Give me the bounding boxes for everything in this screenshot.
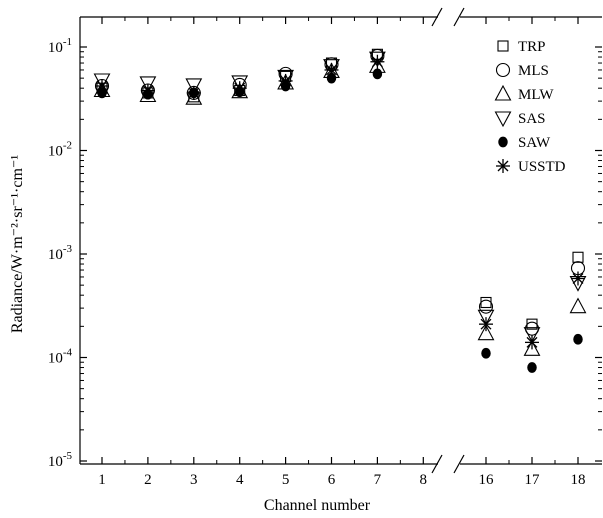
data-point-usstd bbox=[186, 85, 201, 100]
x-tick-label: 17 bbox=[525, 472, 541, 488]
data-point-usstd bbox=[232, 81, 247, 96]
x-tick-label: 1 bbox=[98, 472, 106, 488]
y-axis-ticks: 10-5 10-4 10-3 10-2 10-1 bbox=[48, 36, 602, 470]
axis-break-mark bbox=[431, 7, 443, 27]
x-axis-ticks: 1 2 3 4 5 6 7 8 16 17 18 bbox=[98, 17, 586, 488]
legend-marker-usstd bbox=[496, 159, 510, 173]
x-tick-label: 3 bbox=[190, 472, 198, 488]
x-tick-label: 16 bbox=[479, 472, 495, 488]
legend-label: SAS bbox=[518, 111, 546, 127]
data-point-mls bbox=[478, 299, 494, 314]
data-point-mlw bbox=[523, 340, 541, 356]
legend-marker-mlw bbox=[494, 84, 512, 101]
data-point-usstd bbox=[571, 271, 585, 286]
data-point-trp bbox=[480, 296, 492, 309]
legend-marker-saw bbox=[498, 136, 508, 148]
legend-label: MLS bbox=[518, 63, 549, 79]
data-point-sas bbox=[368, 51, 386, 68]
data-point-trp bbox=[572, 251, 584, 263]
axis-break-marks bbox=[431, 7, 465, 474]
x-tick-label: 7 bbox=[374, 472, 382, 488]
legend-label: MLW bbox=[518, 87, 554, 103]
plot-frame bbox=[79, 16, 602, 465]
legend-marker-trp bbox=[497, 40, 509, 52]
x-tick-label: 6 bbox=[328, 472, 336, 488]
axis-break-mark bbox=[453, 7, 465, 27]
data-point-saw bbox=[372, 68, 383, 80]
data-point-usstd bbox=[370, 54, 385, 69]
data-point-sas bbox=[93, 73, 111, 90]
data-point-usstd bbox=[278, 73, 293, 88]
data-point-usstd bbox=[140, 83, 155, 98]
legend: TRP MLS MLW SAS SAW USSTD bbox=[494, 39, 566, 175]
x-axis-title: Channel number bbox=[264, 497, 371, 514]
data-points bbox=[93, 48, 587, 373]
y-tick-label: 10-5 bbox=[48, 450, 73, 470]
y-tick-label: 10-1 bbox=[48, 36, 72, 56]
data-point-usstd bbox=[95, 78, 109, 93]
y-tick-label: 10-2 bbox=[48, 140, 72, 160]
data-point-sas bbox=[185, 78, 203, 95]
data-point-mlw bbox=[477, 324, 495, 341]
legend-label: SAW bbox=[518, 135, 551, 151]
x-tick-label: 18 bbox=[571, 472, 586, 488]
axis-break-mark bbox=[431, 454, 443, 474]
y-tick-label: 10-3 bbox=[48, 243, 73, 263]
data-point-mlw bbox=[569, 297, 587, 314]
data-point-usstd bbox=[525, 335, 539, 350]
x-tick-label: 8 bbox=[420, 472, 428, 488]
data-point-saw bbox=[527, 362, 537, 373]
legend-label: TRP bbox=[518, 39, 546, 55]
data-point-sas bbox=[231, 75, 249, 92]
data-point-saw bbox=[573, 333, 583, 345]
data-point-sas bbox=[477, 309, 495, 326]
legend-marker-mls bbox=[495, 62, 511, 78]
data-point-usstd bbox=[479, 317, 493, 332]
axis-break-mark bbox=[453, 454, 465, 474]
y-tick-label: 10-4 bbox=[48, 347, 73, 367]
x-tick-label: 5 bbox=[282, 472, 290, 488]
y-axis-title: Radiance/W·m⁻²·sr⁻¹·cm⁻¹ bbox=[9, 155, 26, 334]
legend-label: USSTD bbox=[518, 159, 566, 175]
data-point-sas bbox=[523, 327, 541, 343]
legend-marker-sas bbox=[494, 111, 512, 128]
data-point-sas bbox=[139, 76, 157, 93]
data-point-usstd bbox=[324, 62, 339, 77]
data-point-saw bbox=[481, 347, 491, 359]
x-tick-label: 4 bbox=[236, 472, 244, 488]
x-tick-label: 2 bbox=[144, 472, 152, 488]
